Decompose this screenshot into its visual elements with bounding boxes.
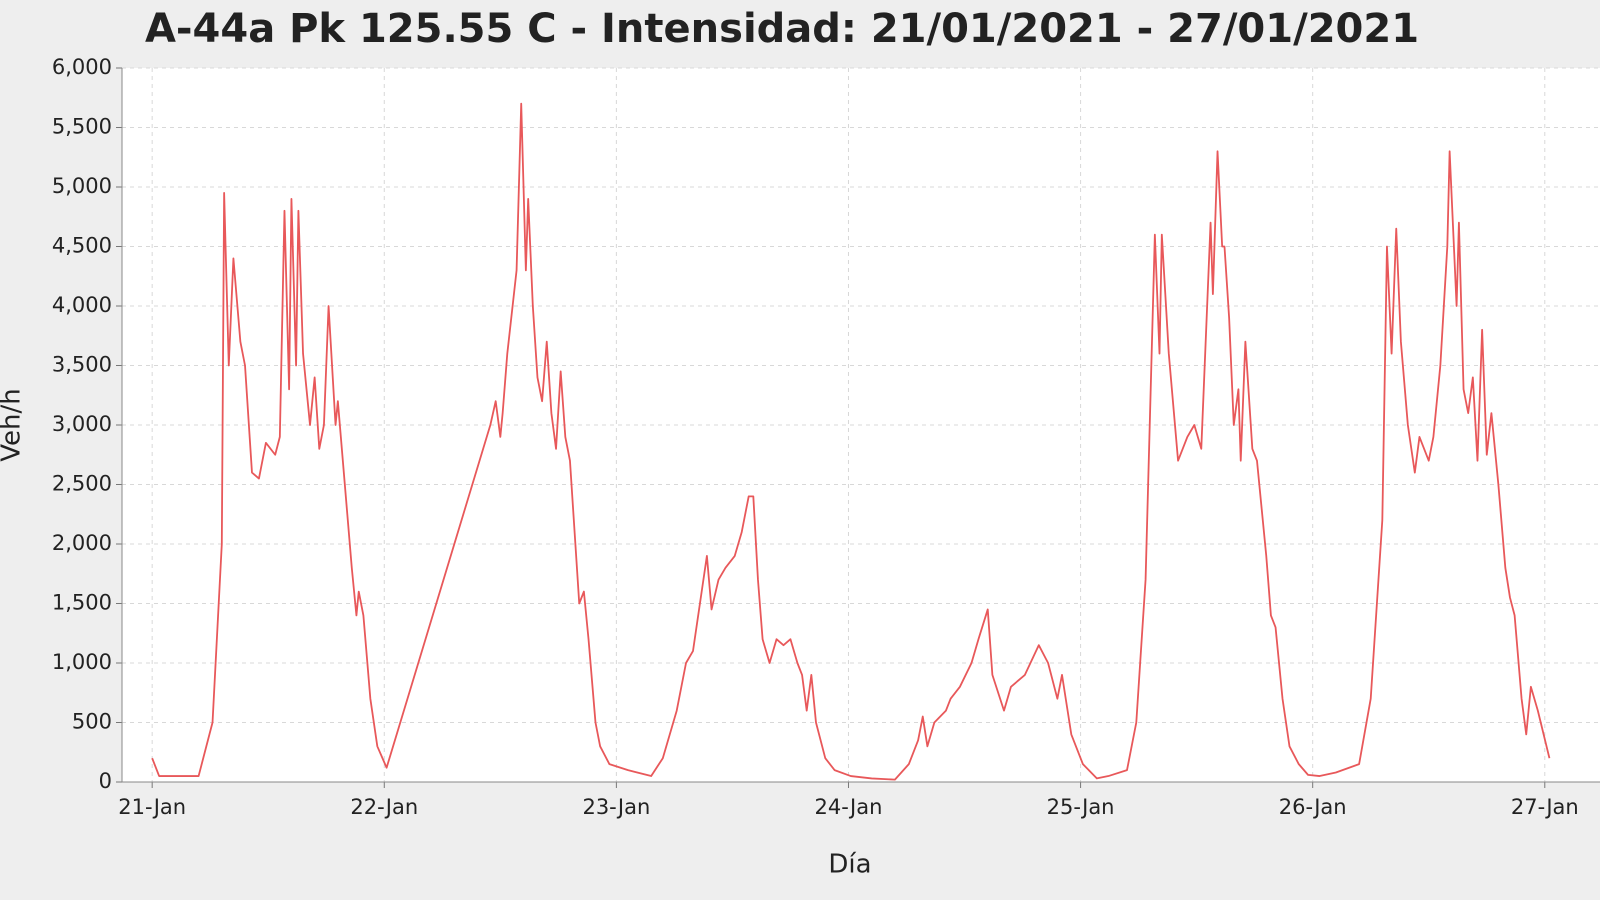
x-tick-label: 22-Jan: [350, 795, 418, 819]
y-tick-label: 6,000: [52, 55, 112, 79]
y-tick-label: 1,000: [52, 650, 112, 674]
y-tick-label: 3,000: [52, 412, 112, 436]
chart-title: A-44a Pk 125.55 C - Intensidad: 21/01/20…: [145, 6, 1419, 52]
y-tick-label: 4,500: [52, 234, 112, 258]
data-line: [151, 102, 1551, 781]
y-tick-label: 2,500: [52, 472, 112, 496]
y-tick-label: 3,500: [52, 353, 112, 377]
x-tick-label: 26-Jan: [1279, 795, 1347, 819]
x-tick-label: 23-Jan: [582, 795, 650, 819]
x-tick-label: 24-Jan: [815, 795, 883, 819]
y-tick-label: 1,500: [52, 591, 112, 615]
y-tick-label: 5,000: [52, 174, 112, 198]
y-tick-label: 2,000: [52, 531, 112, 555]
x-axis-label: Día: [828, 850, 871, 880]
y-tick-label: 0: [99, 769, 112, 793]
y-tick-label: 500: [72, 710, 112, 734]
y-tick-label: 4,000: [52, 293, 112, 317]
x-tick-label: 27-Jan: [1511, 795, 1579, 819]
y-tick-label: 5,500: [52, 115, 112, 139]
x-tick-label: 21-Jan: [118, 795, 186, 819]
y-axis-label: Veh/h: [0, 388, 27, 461]
x-tick-label: 25-Jan: [1047, 795, 1115, 819]
